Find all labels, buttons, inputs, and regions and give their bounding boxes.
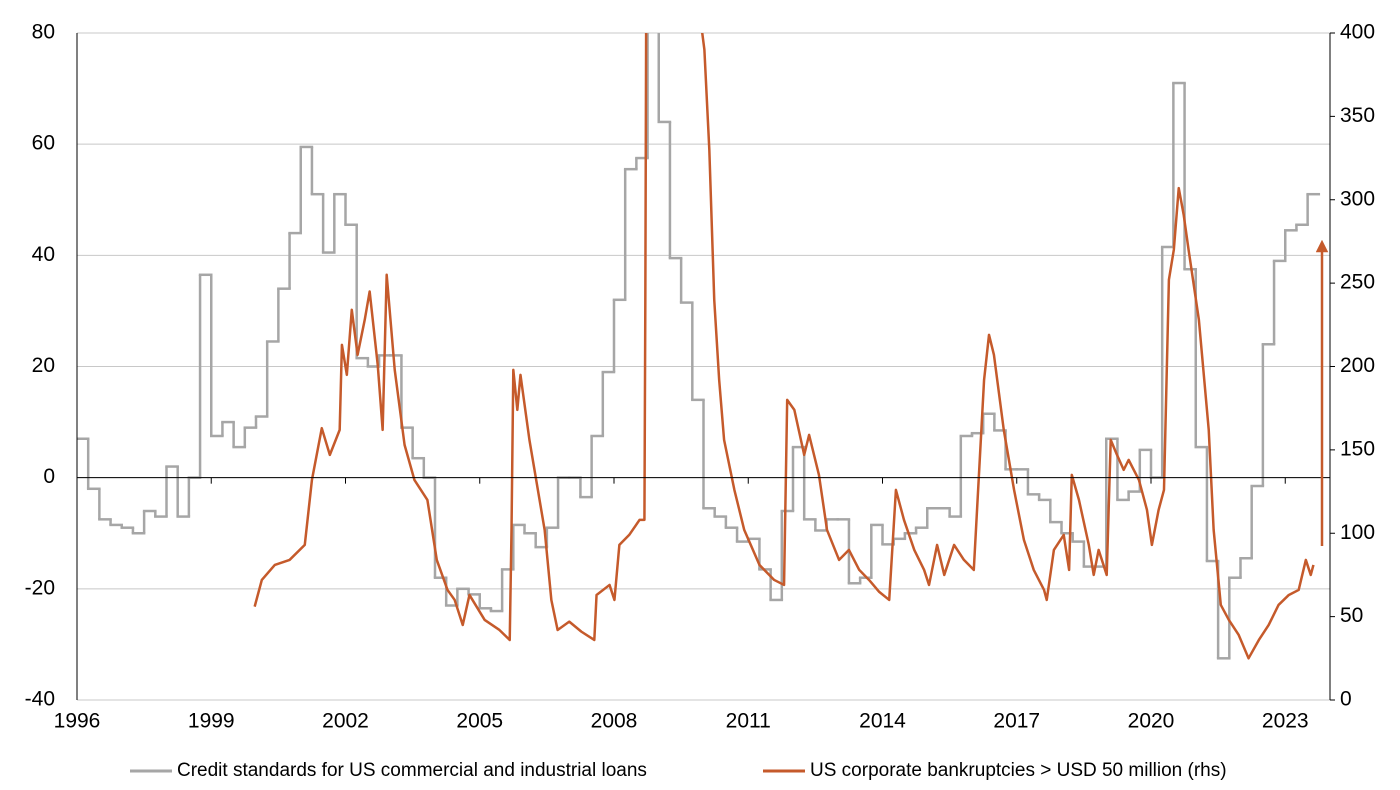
x-tick-label: 2014 xyxy=(859,710,906,733)
x-tick-label: 1999 xyxy=(188,710,235,733)
y-tick-label: -40 xyxy=(25,688,55,711)
legend-label: Credit standards for US commercial and i… xyxy=(177,760,647,781)
y2-tick-label: 300 xyxy=(1340,187,1375,210)
x-tick-label: 2008 xyxy=(591,710,638,733)
x-tick-label: 2005 xyxy=(456,710,503,733)
x-tick-label: 2002 xyxy=(322,710,369,733)
x-tick-label: 2023 xyxy=(1262,710,1309,733)
y-tick-label: 40 xyxy=(32,243,55,266)
legend-label: US corporate bankruptcies > USD 50 milli… xyxy=(810,760,1227,781)
x-tick-label: 2011 xyxy=(726,710,771,733)
y2-tick-label: 200 xyxy=(1340,354,1375,377)
plot-area xyxy=(77,33,1321,660)
x-tick-label: 1996 xyxy=(54,710,101,733)
grid xyxy=(77,32,1330,701)
y2-tick-label: 150 xyxy=(1340,437,1375,460)
x-tick-label: 2017 xyxy=(993,710,1040,733)
y2-tick-label: 0 xyxy=(1340,688,1352,711)
y-tick-label: 20 xyxy=(32,354,55,377)
axes: -40 -20 0 20 40 60 80 0 50 100 150 200 250 300 350 400 1… xyxy=(25,21,1375,781)
x-tick-label: 2020 xyxy=(1128,710,1175,733)
y2-tick-label: 250 xyxy=(1340,271,1375,294)
y2-tick-label: 350 xyxy=(1340,104,1375,127)
series-line xyxy=(253,33,1315,660)
y-tick-label: 0 xyxy=(43,465,55,488)
y2-tick-label: 100 xyxy=(1340,521,1375,544)
y-tick-label: -20 xyxy=(25,576,55,599)
y2-tick-label: 50 xyxy=(1340,604,1363,627)
y-tick-label: 60 xyxy=(32,132,55,155)
y2-tick-label: 400 xyxy=(1340,21,1375,44)
y-tick-label: 80 xyxy=(32,21,55,44)
